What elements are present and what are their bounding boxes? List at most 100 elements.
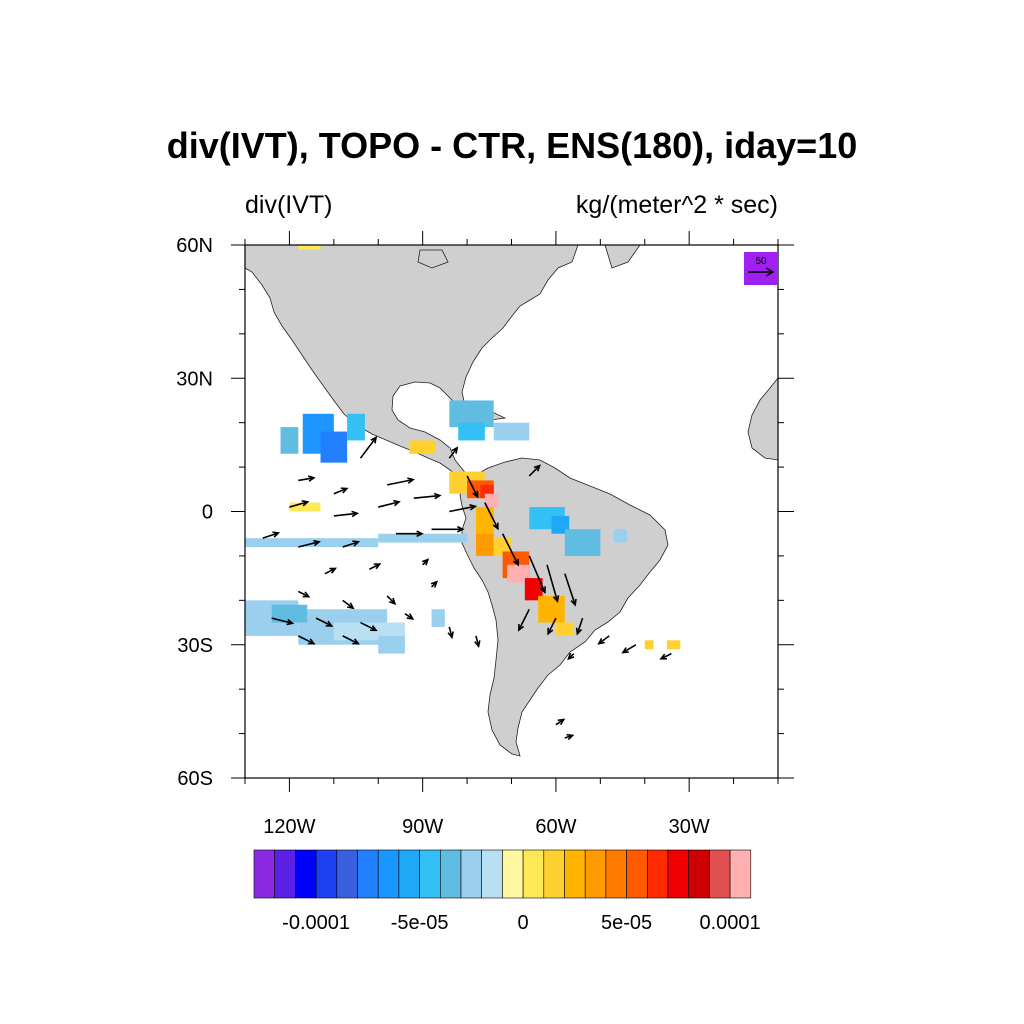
colorbar-label-2: 0 — [518, 912, 529, 934]
lon-tick-label: 30W — [669, 816, 710, 838]
lon-tick-label: 120W — [263, 816, 315, 838]
ivt-vector-43 — [564, 733, 575, 741]
colorbar-box-4 — [336, 849, 358, 899]
colorbar: -0.0001 -5e-05 0 5e-05 0.0001 — [253, 849, 761, 934]
colorbar-box-3 — [315, 849, 338, 899]
ivt-vector-23 — [360, 621, 378, 632]
shading-cell-20 — [538, 595, 565, 623]
shading-cell-7 — [458, 422, 485, 441]
shading-cell-14 — [475, 507, 494, 534]
colorbar-box-11 — [481, 849, 503, 899]
ivt-vector-34 — [564, 573, 577, 607]
shading-cell-1 — [280, 427, 299, 454]
lat-tick-label: 30S — [177, 635, 213, 657]
shading-cell-19 — [524, 578, 543, 601]
ivt-vector-41 — [567, 652, 575, 661]
colorbar-box-15 — [564, 849, 586, 899]
lon-tick-label: 60W — [535, 816, 576, 838]
ivt-vector-45 — [448, 446, 459, 459]
map-panel: 60N 30N 0 30S 60S 120W 90W 60W 30W 50 — [176, 231, 794, 838]
shading-cell-18 — [507, 564, 530, 583]
lat-tick-label: 60N — [176, 235, 213, 257]
ivt-vector-24 — [404, 612, 415, 620]
colorbar-box-6 — [377, 849, 400, 899]
ivt-vector-31 — [501, 533, 520, 567]
colorbar-label-1: -5e-05 — [391, 912, 449, 934]
reference-vector-box: 50 — [744, 252, 778, 285]
ivt-vector-27 — [297, 635, 316, 645]
colorbar-box-1 — [274, 849, 296, 899]
shading-cell-3 — [320, 431, 348, 463]
right-subtitle: kg/(meter^2 * sec) — [576, 191, 778, 219]
ivt-vector-32 — [528, 555, 546, 595]
colorbar-box-12 — [502, 849, 524, 899]
ivt-vector-39 — [621, 644, 637, 654]
ivt-vector-2 — [359, 435, 378, 459]
colorbar-box-21 — [688, 849, 710, 899]
colorbar-box-5 — [357, 849, 379, 899]
ivt-vector-5 — [378, 499, 401, 508]
ivt-vector-40 — [659, 652, 672, 660]
colorbar-box-10 — [460, 849, 483, 899]
ivt-vector-25 — [447, 626, 454, 640]
shading-cell-0 — [298, 245, 321, 250]
colorbar-label-4: 0.0001 — [700, 912, 761, 934]
ivt-vector-13 — [262, 531, 281, 539]
north-america — [245, 245, 579, 481]
reference-vector-label: 50 — [755, 256, 767, 267]
colorbar-box-2 — [295, 849, 317, 899]
ivt-vector-9 — [431, 525, 465, 533]
ivt-vector-30 — [484, 502, 499, 531]
ivt-vector-33 — [546, 564, 560, 603]
lon-tick-label: 90W — [402, 816, 443, 838]
shading-cell-22 — [644, 640, 654, 650]
left-subtitle: div(IVT) — [245, 191, 333, 219]
colorbar-box-20 — [667, 849, 690, 899]
shading-cell-35 — [431, 609, 445, 627]
ivt-vector-29 — [466, 475, 479, 499]
colorbar-label-3: 5e-05 — [601, 912, 652, 934]
lat-tick-label: 0 — [202, 502, 213, 524]
shading-cell-34 — [378, 635, 405, 654]
ivt-vector-14 — [324, 567, 337, 575]
ivt-vector-35 — [518, 608, 530, 632]
ivt-vector-42 — [555, 718, 566, 726]
shading-cell-23 — [666, 640, 681, 650]
ivt-vector-0 — [298, 475, 316, 482]
shading-cell-5 — [409, 440, 436, 454]
colorbar-box-8 — [419, 849, 441, 899]
ivt-vector-15 — [369, 563, 382, 570]
colorbar-box-13 — [522, 849, 545, 899]
shading-cell-9 — [289, 502, 321, 512]
colorbar-box-9 — [439, 849, 462, 899]
figure-title: div(IVT), TOPO - CTR, ENS(180), iday=10 — [167, 125, 858, 166]
shading-cell-29 — [378, 533, 468, 543]
ivt-vector-36 — [547, 617, 557, 636]
ivt-vector-28 — [342, 635, 360, 645]
ivt-vector-6 — [333, 510, 360, 518]
ivt-vector-1 — [333, 487, 349, 495]
ivt-vectors — [262, 435, 672, 741]
ivt-vector-3 — [386, 477, 415, 486]
colorbar-box-22 — [709, 849, 731, 899]
shading-cell-26 — [564, 529, 601, 556]
greenland — [604, 245, 641, 269]
shading-cell-21 — [555, 622, 574, 636]
colorbar-box-17 — [605, 849, 627, 899]
lat-tick-label: 30N — [176, 368, 213, 390]
africa — [747, 377, 778, 461]
ivt-vector-4 — [413, 492, 442, 500]
colorbar-box-16 — [584, 849, 607, 899]
colorbar-box-7 — [398, 849, 420, 899]
ivt-vector-7 — [289, 500, 310, 508]
colorbar-box-23 — [729, 849, 752, 899]
colorbar-box-14 — [543, 849, 565, 899]
ivt-vector-37 — [575, 617, 584, 636]
colorbar-label-0: -0.0001 — [282, 912, 350, 934]
ivt-vector-44 — [528, 464, 541, 477]
ivt-vector-19 — [386, 595, 397, 605]
divergence-shading — [245, 245, 681, 654]
hudson-bay-island — [417, 249, 449, 269]
colorbar-box-19 — [646, 849, 669, 899]
shading-cell-13 — [484, 493, 499, 508]
